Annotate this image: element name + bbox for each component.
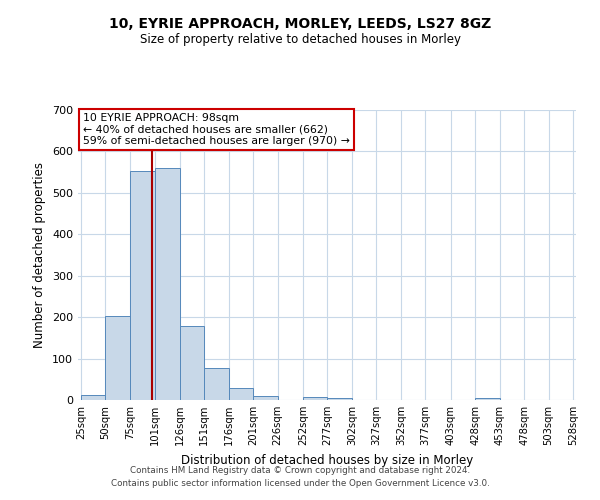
X-axis label: Distribution of detached houses by size in Morley: Distribution of detached houses by size … bbox=[181, 454, 473, 466]
Text: 10, EYRIE APPROACH, MORLEY, LEEDS, LS27 8GZ: 10, EYRIE APPROACH, MORLEY, LEEDS, LS27 … bbox=[109, 18, 491, 32]
Text: Size of property relative to detached houses in Morley: Size of property relative to detached ho… bbox=[139, 32, 461, 46]
Bar bbox=[81, 395, 106, 400]
Bar bbox=[155, 168, 180, 400]
Bar bbox=[253, 396, 278, 400]
Text: 10 EYRIE APPROACH: 98sqm
← 40% of detached houses are smaller (662)
59% of semi-: 10 EYRIE APPROACH: 98sqm ← 40% of detach… bbox=[83, 113, 350, 146]
Bar bbox=[303, 396, 328, 400]
Bar bbox=[328, 398, 352, 400]
Bar bbox=[204, 368, 229, 400]
Bar bbox=[229, 388, 253, 400]
Y-axis label: Number of detached properties: Number of detached properties bbox=[34, 162, 46, 348]
Bar bbox=[180, 326, 204, 400]
Bar bbox=[106, 316, 130, 400]
Text: Contains HM Land Registry data © Crown copyright and database right 2024.
Contai: Contains HM Land Registry data © Crown c… bbox=[110, 466, 490, 487]
Bar bbox=[130, 171, 155, 400]
Bar bbox=[475, 398, 500, 400]
